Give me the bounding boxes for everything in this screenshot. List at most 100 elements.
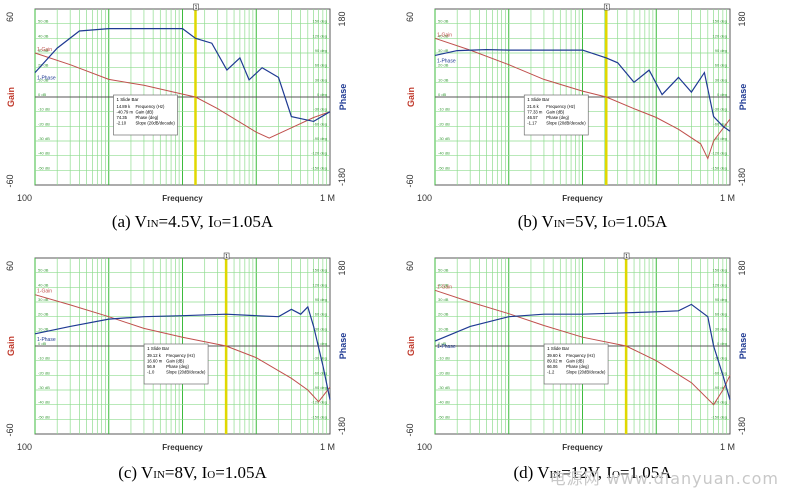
phase-grid-label: 120 deg [313, 33, 327, 38]
phase-grid-label: 90 deg [715, 297, 727, 302]
phase-grid-label: -90 deg [313, 136, 327, 141]
slide-bar-title: 1 Slide Bar [147, 346, 170, 351]
slide-bar-field: Slope (20dB/decade) [546, 121, 586, 126]
chart-panel-b: 50 dB 150 deg 40 dB 120 deg 30 dB 90 deg 20 dB… [405, 3, 780, 208]
grid [434, 258, 730, 434]
gain-grid-label: -50 dB [438, 165, 450, 170]
slide-bar-value: -1.0 [147, 370, 155, 375]
gain-grid-label: 0 dB [438, 92, 447, 97]
x-axis-label: Frequency [162, 194, 203, 203]
phase-grid-label: 150 deg [313, 268, 327, 273]
phase-grid-label: 0 deg [317, 92, 327, 97]
phase-grid-label: 0 deg [717, 341, 727, 346]
legend-phase: 1-Phase [37, 76, 56, 82]
slide-bar-value: 89.02 m [547, 359, 563, 364]
y-right-axis-label: Phase [738, 333, 748, 360]
caption-vin-sub: IN [153, 469, 165, 481]
gain-grid-label: -40 dB [38, 151, 50, 156]
slide-bar-value: 74.35 [116, 115, 127, 120]
cursor-marker-label: 1 [625, 254, 628, 260]
gain-grid-label: 40 dB [438, 282, 449, 287]
bode-plot-svg: 50 dB 150 deg 40 dB 120 deg 30 dB 90 deg 20 dB… [405, 3, 780, 208]
slide-bar-value: -40.79 m [116, 110, 133, 115]
gain-grid-label: -20 dB [438, 121, 450, 126]
caption-vin-sub: IN [553, 218, 566, 230]
gain-grid-label: 20 dB [438, 312, 449, 317]
caption-c: (c) VIN=8V, IO=1.05A [5, 463, 380, 483]
legend-gain: 1-Gain [37, 47, 52, 53]
gain-grid-label: 20 dB [38, 312, 49, 317]
caption-b: (b) VIN=5V, IO=1.05A [405, 212, 780, 232]
slide-bar-field: Frequency (Hz) [166, 353, 195, 358]
watermark: 电源网 www.dianyuan.com [549, 469, 779, 488]
gain-grid-label: 10 dB [438, 326, 449, 331]
phase-grid-label: -150 deg [711, 414, 727, 419]
y-left-top-tick: 60 [5, 261, 15, 271]
gain-grid-label: 20 dB [438, 63, 449, 68]
gain-grid-label: 0 dB [38, 341, 47, 346]
gain-grid-label: -10 dB [438, 356, 450, 361]
cursor-marker [603, 3, 610, 11]
phase-grid-label: -150 deg [311, 165, 327, 170]
phase-grid-label: -120 deg [711, 400, 727, 405]
cursor-marker [623, 252, 630, 260]
y-left-axis-label: Gain [6, 87, 16, 107]
bode-plot-svg: 50 dB 150 deg 40 dB 120 deg 30 dB 90 deg 20 dB… [5, 252, 380, 457]
slide-bar-box [143, 343, 209, 385]
phase-grid-label: -30 deg [713, 356, 727, 361]
slide-bar-field: Phase (deg) [166, 364, 189, 369]
gain-grid-label: 40 dB [38, 282, 49, 287]
phase-grid-label: -30 deg [313, 107, 327, 112]
y-right-top-tick: 180 [337, 260, 347, 275]
phase-grid-label: -30 deg [713, 107, 727, 112]
slide-bar-box [543, 343, 609, 385]
gain-grid-label: -30 dB [438, 136, 450, 141]
slide-bar-value: -2.10 [116, 121, 126, 126]
x-tick-100: 100 [417, 193, 432, 203]
gain-grid-label: 30 dB [38, 297, 49, 302]
slide-bar-field: Gain (dB) [135, 110, 154, 115]
y-right-bottom-tick: -180 [337, 417, 347, 435]
phase-grid-label: 90 deg [315, 48, 327, 53]
inner-tick-labels: 50 dB 150 deg 40 dB 120 deg 30 dB 90 deg 20 dB… [38, 268, 327, 420]
phase-curve [434, 303, 731, 400]
phase-grid-label: 30 deg [315, 326, 327, 331]
slide-bar-field: Gain (dB) [546, 110, 565, 115]
y-left-top-tick: 60 [405, 12, 415, 22]
slide-bar-value: 46.57 [527, 115, 538, 120]
y-right-top-tick: 180 [737, 260, 747, 275]
phase-grid-label: -90 deg [313, 385, 327, 390]
slide-bar-field: Frequency (Hz) [135, 104, 164, 109]
phase-curve [434, 48, 731, 132]
slide-bar-title: 1 Slide Bar [527, 97, 550, 102]
slide-bar-field: Phase (deg) [546, 115, 569, 120]
caption-tail: =1.05A [221, 212, 274, 231]
gain-grid-label: -50 dB [38, 414, 50, 419]
slide-bar-value: -1.17 [527, 121, 537, 126]
legend-gain: 1-Gain [437, 32, 452, 38]
x-tick-1m: 1 M [320, 442, 335, 452]
slide-bar-value: 14.89 k [116, 104, 131, 109]
y-left-bottom-tick: -60 [405, 423, 415, 436]
caption-tail: =1.05A [615, 212, 668, 231]
caption-label: (d) V [513, 463, 550, 482]
gain-grid-label: 20 dB [38, 63, 49, 68]
y-right-top-tick: 180 [737, 11, 747, 26]
slide-bar-value: 16.60 m [147, 359, 163, 364]
slide-bar-field: Frequency (Hz) [546, 104, 575, 109]
gain-grid-label: 40 dB [38, 33, 49, 38]
gain-grid-label: -10 dB [38, 356, 50, 361]
caption-mid: =5V, I [565, 212, 608, 231]
chart-panel-d: 50 dB 150 deg 40 dB 120 deg 30 dB 90 deg 20 dB… [405, 252, 780, 457]
y-left-axis-label: Gain [406, 87, 416, 107]
phase-grid-label: 150 deg [313, 19, 327, 24]
phase-grid-label: -90 deg [713, 136, 727, 141]
x-tick-1m: 1 M [320, 193, 335, 203]
caption-tail: =1.05A [215, 463, 267, 482]
phase-grid-label: 120 deg [713, 282, 727, 287]
y-left-axis-label: Gain [406, 336, 416, 356]
caption-d: (d) VIN=12V, IO=1.05A [405, 463, 780, 483]
phase-grid-label: -90 deg [713, 385, 727, 390]
legend-phase: 1-Phase [37, 337, 56, 343]
phase-grid-label: 120 deg [313, 282, 327, 287]
